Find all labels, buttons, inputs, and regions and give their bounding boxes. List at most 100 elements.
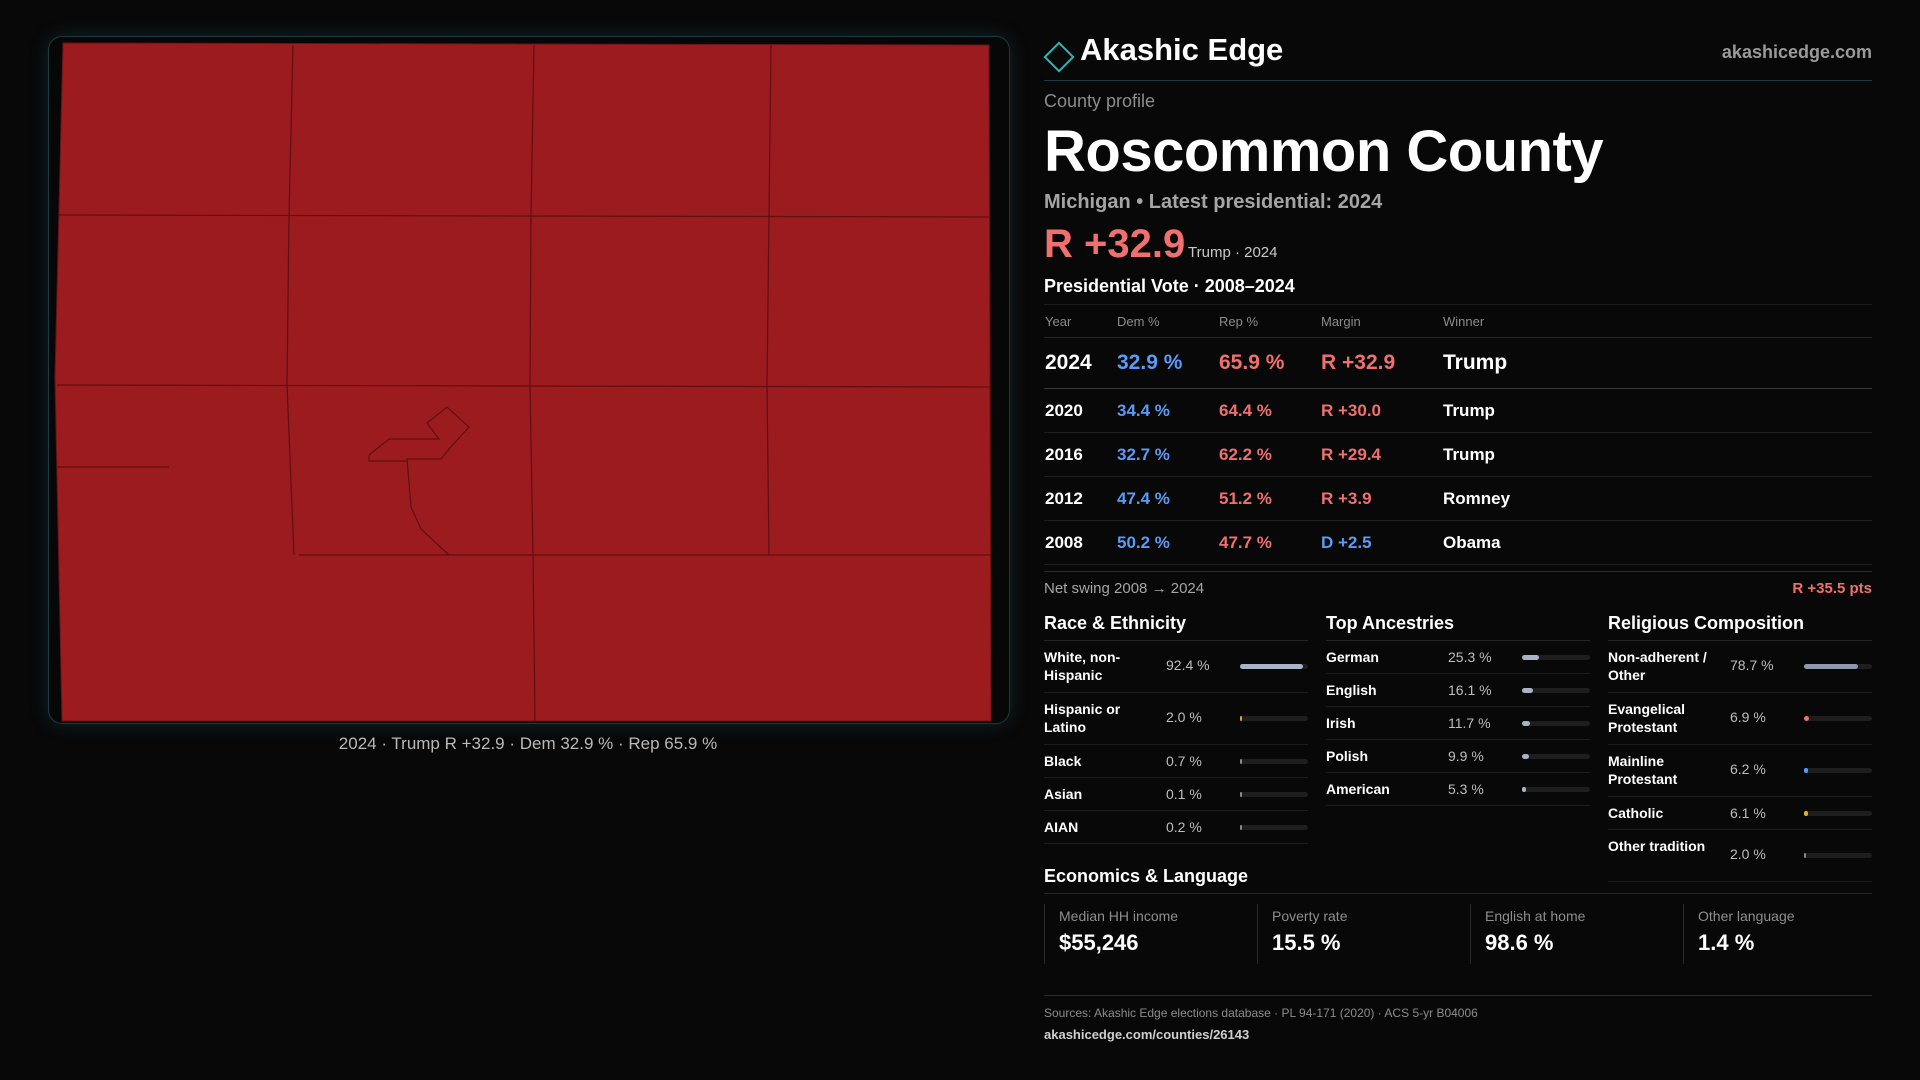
brand-url-link[interactable]: akashicedge.com	[1721, 42, 1872, 62]
stat-bar-track	[1522, 787, 1590, 792]
net-swing-value: R +35.5 pts	[1792, 580, 1872, 597]
demographics-columns: Race & Ethnicity White, non-Hispanic 92.4…	[1044, 606, 1872, 882]
table-row[interactable]: 2016 32.7 % 62.2 % R +29.4 Trump	[1044, 432, 1872, 477]
row-margin: R +30.0	[1320, 388, 1442, 433]
stat-value: 2.0 %	[1166, 709, 1202, 725]
county-map[interactable]	[48, 36, 1010, 724]
stat-label: White, non-Hispanic	[1044, 649, 1121, 683]
table-row[interactable]: 2012 47.4 % 51.2 % R +3.9 Romney	[1044, 476, 1872, 521]
economics-title: Economics & Language	[1044, 859, 1872, 894]
stat-bar-fill	[1240, 664, 1303, 669]
col-dem: Dem %	[1116, 305, 1218, 338]
row-margin: D +2.5	[1320, 520, 1442, 565]
econ-label: Other language	[1698, 908, 1795, 924]
row-winner: Trump	[1442, 337, 1872, 389]
row-winner: Trump	[1442, 388, 1872, 433]
row-dem: 34.4 %	[1116, 388, 1218, 433]
table-row[interactable]: 2008 50.2 % 47.7 % D +2.5 Obama	[1044, 520, 1872, 565]
stat-label: Irish	[1326, 715, 1356, 731]
ancestry-section: Top Ancestries German 25.3 % English 16.1 %…	[1326, 606, 1590, 806]
stat-bar-fill	[1804, 664, 1858, 669]
page-title: Roscommon County	[1044, 119, 1604, 184]
stat-row: White, non-Hispanic 92.4 %	[1044, 641, 1308, 693]
diamond-logo-icon	[1043, 41, 1075, 73]
stat-row: Irish 11.7 %	[1326, 707, 1590, 740]
religion-section: Religious Composition Non-adherent / Oth…	[1608, 606, 1872, 882]
stat-bar-track	[1522, 655, 1590, 660]
stat-row: Mainline Protestant 6.2 %	[1608, 745, 1872, 797]
stat-bar-track	[1240, 759, 1308, 764]
stat-row: American 5.3 %	[1326, 773, 1590, 806]
stat-label: Other tradition	[1608, 838, 1706, 854]
row-year: 2016	[1044, 432, 1116, 477]
county-map-svg	[54, 42, 992, 722]
econ-stat-english: English at home 98.6 %	[1470, 904, 1675, 964]
stat-bar-fill	[1522, 754, 1529, 759]
map-caption: 2024 · Trump R +32.9 · Dem 32.9 % · Rep …	[338, 734, 718, 753]
brand-name[interactable]: Akashic Edge	[1080, 32, 1284, 67]
page-subtitle: Michigan • Latest presidential: 2024	[1044, 191, 1383, 213]
religion-title: Religious Composition	[1608, 606, 1872, 641]
stat-row: Black 0.7 %	[1044, 745, 1308, 778]
row-year: 2012	[1044, 476, 1116, 521]
stat-bar-track	[1240, 825, 1308, 830]
table-row[interactable]: 2024 32.9 % 65.9 % R +32.9 Trump	[1044, 337, 1872, 389]
sources-footer: Sources: Akashic Edge elections database…	[1044, 995, 1872, 1042]
stat-value: 16.1 %	[1448, 682, 1492, 698]
stat-row: English 16.1 %	[1326, 674, 1590, 707]
stat-label: Polish	[1326, 748, 1369, 764]
econ-value: 15.5 %	[1272, 930, 1341, 955]
stat-bar-track	[1804, 811, 1872, 816]
econ-stat-median-income: Median HH income $55,246	[1044, 904, 1249, 964]
stat-bar-track	[1240, 664, 1308, 669]
econ-value: 1.4 %	[1698, 930, 1755, 955]
row-dem: 32.7 %	[1116, 432, 1218, 477]
stat-row: AIAN 0.2 %	[1044, 811, 1308, 844]
row-rep: 64.4 %	[1218, 388, 1320, 433]
stat-value: 9.9 %	[1448, 748, 1484, 764]
stat-bar-fill	[1522, 787, 1526, 792]
col-winner: Winner	[1442, 305, 1872, 338]
econ-label: Median HH income	[1059, 908, 1179, 924]
stat-bar-fill	[1240, 825, 1242, 830]
stat-bar-fill	[1240, 759, 1242, 764]
stat-value: 2.0 %	[1730, 846, 1766, 862]
net-swing: Net swing 2008 → 2024 R +35.5 pts	[1044, 571, 1872, 606]
col-rep: Rep %	[1218, 305, 1320, 338]
row-winner: Obama	[1442, 520, 1872, 565]
sources-url-link[interactable]: akashicedge.com/counties/26143	[1044, 1027, 1250, 1042]
stat-bar-fill	[1804, 811, 1808, 816]
row-rep: 51.2 %	[1218, 476, 1320, 521]
stat-bar-track	[1522, 688, 1590, 693]
stat-bar-track	[1522, 721, 1590, 726]
row-year: 2024	[1044, 337, 1116, 389]
stat-bar-fill	[1804, 853, 1806, 858]
table-row[interactable]: 2020 34.4 % 64.4 % R +30.0 Trump	[1044, 388, 1872, 433]
row-rep: 62.2 %	[1218, 432, 1320, 477]
stat-row: Non-adherent / Other 78.7 %	[1608, 641, 1872, 693]
headline-margin-note: Trump · 2024	[1188, 244, 1278, 261]
stat-value: 6.9 %	[1730, 709, 1766, 725]
stat-label: Black	[1044, 753, 1082, 769]
brand-header: Akashic Edge akashicedge.com	[1043, 30, 1872, 81]
stat-bar-fill	[1804, 768, 1808, 773]
stat-row: Hispanic or Latino 2.0 %	[1044, 693, 1308, 745]
race-section: Race & Ethnicity White, non-Hispanic 92.4…	[1044, 606, 1308, 844]
page-kicker: County profile	[1044, 91, 1156, 111]
stat-label: German	[1326, 649, 1379, 665]
county-shape[interactable]	[54, 42, 992, 722]
row-winner: Romney	[1442, 476, 1872, 521]
col-year: Year	[1044, 305, 1116, 338]
ancestry-list: German 25.3 % English 16.1 % Irish 11.7 % Poli…	[1326, 641, 1590, 806]
stat-label: AIAN	[1044, 819, 1079, 835]
stat-row: Asian 0.1 %	[1044, 778, 1308, 811]
stat-bar-track	[1804, 853, 1872, 858]
econ-label: Poverty rate	[1272, 908, 1348, 924]
stat-bar-track	[1240, 716, 1308, 721]
stat-bar-track	[1804, 664, 1872, 669]
col-margin: Margin	[1320, 305, 1442, 338]
stat-row: Polish 9.9 %	[1326, 740, 1590, 773]
row-winner: Trump	[1442, 432, 1872, 477]
stat-label: Evangelical Protestant	[1608, 701, 1686, 735]
stat-row: Other tradition 2.0 %	[1608, 830, 1872, 882]
